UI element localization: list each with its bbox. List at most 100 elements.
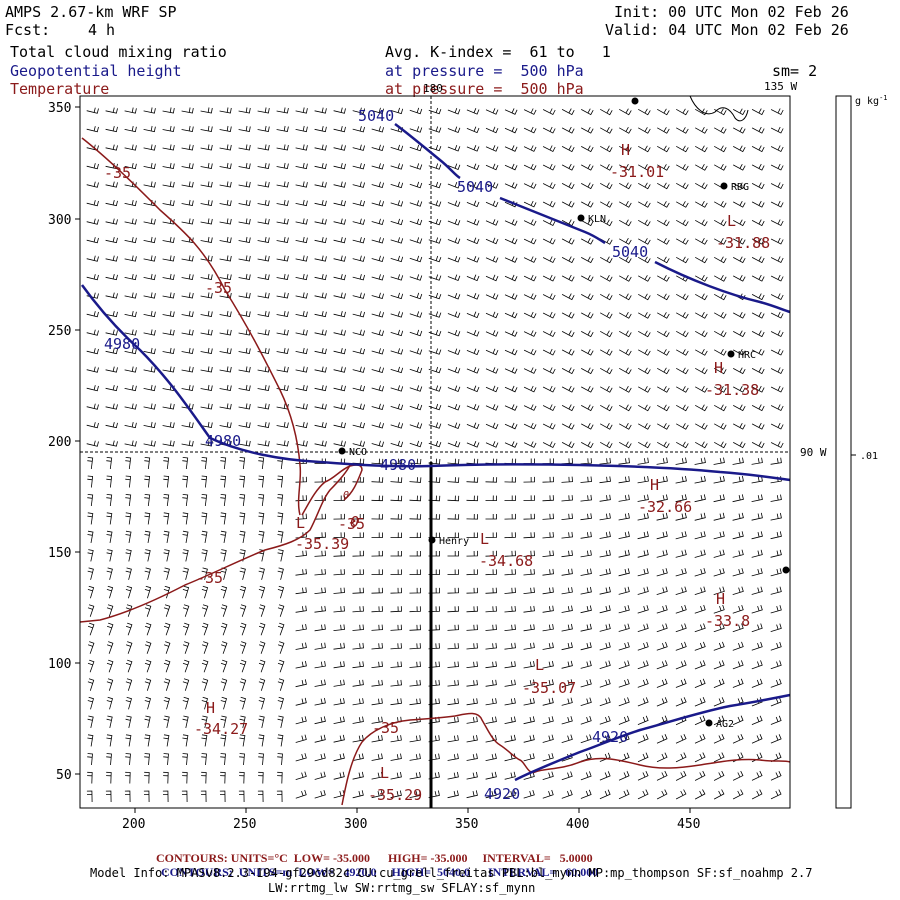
field-cloud-desc: Avg. K-index = 61 to 1 bbox=[385, 43, 611, 61]
wind-barb bbox=[201, 457, 208, 470]
wind-barb bbox=[447, 514, 460, 520]
wind-barb bbox=[333, 237, 346, 244]
wind-barb bbox=[657, 312, 670, 319]
wind-barb bbox=[105, 348, 118, 355]
wind-barb bbox=[87, 622, 95, 636]
wind-barb bbox=[238, 440, 251, 447]
wind-barb bbox=[333, 771, 345, 780]
wind-barb bbox=[542, 789, 554, 799]
wind-barb bbox=[638, 182, 651, 190]
wind-barb bbox=[295, 716, 307, 725]
wind-barb bbox=[694, 512, 706, 521]
wind-barb bbox=[295, 310, 308, 318]
wind-barb bbox=[770, 200, 784, 208]
field-temperature-desc: at pressure = 500 hPa bbox=[385, 80, 584, 98]
wind-barb bbox=[657, 275, 670, 282]
wind-barb bbox=[239, 622, 247, 636]
wind-barb bbox=[751, 715, 763, 725]
wind-barb bbox=[409, 772, 421, 780]
wind-barb bbox=[295, 347, 308, 355]
wind-barb bbox=[694, 494, 706, 503]
wind-barb bbox=[257, 403, 270, 410]
wind-barb bbox=[485, 385, 499, 393]
wind-barb bbox=[144, 678, 152, 691]
wind-barb bbox=[485, 532, 497, 538]
wind-barb bbox=[352, 587, 364, 594]
wind-barb bbox=[504, 679, 516, 687]
wind-barb bbox=[87, 585, 95, 599]
wind-barb bbox=[770, 660, 782, 670]
wind-barb bbox=[314, 403, 327, 410]
wind-barb bbox=[87, 771, 93, 784]
wind-barb bbox=[447, 126, 461, 134]
wind-barb bbox=[277, 734, 284, 747]
wind-barb bbox=[390, 679, 402, 687]
wind-barb bbox=[561, 274, 575, 282]
wind-barb bbox=[657, 367, 670, 375]
wind-barb bbox=[390, 311, 404, 318]
y-tick-label: 50 bbox=[56, 768, 72, 783]
wind-barb bbox=[733, 367, 746, 375]
wind-barb bbox=[314, 255, 327, 262]
wind-barb bbox=[238, 273, 251, 280]
wind-barb bbox=[466, 771, 478, 780]
wind-barb bbox=[637, 512, 649, 521]
station-kln: KLN bbox=[577, 214, 606, 225]
wind-barb bbox=[637, 641, 649, 651]
wind-barb bbox=[447, 329, 461, 337]
wind-barb bbox=[676, 330, 689, 338]
wind-barb bbox=[638, 127, 651, 134]
wind-barb bbox=[485, 348, 499, 356]
wind-barb bbox=[447, 458, 460, 465]
wind-barb bbox=[657, 182, 670, 190]
wind-barb bbox=[695, 423, 708, 430]
wind-barb bbox=[200, 107, 213, 114]
forecast-label: Fcst: bbox=[5, 21, 51, 39]
wind-barb bbox=[676, 164, 689, 171]
wind-barb bbox=[220, 512, 227, 525]
wind-barb bbox=[504, 753, 516, 762]
wind-barb bbox=[485, 477, 498, 483]
wind-barb bbox=[580, 494, 592, 502]
wind-barb bbox=[390, 218, 404, 226]
wind-barb bbox=[504, 569, 516, 576]
wind-barb bbox=[238, 790, 245, 803]
wind-barb bbox=[87, 715, 94, 728]
coastline-fragment bbox=[689, 95, 749, 122]
wind-barb bbox=[657, 127, 670, 134]
wind-barb bbox=[695, 256, 708, 264]
wind-barb bbox=[314, 679, 326, 687]
wind-barb bbox=[220, 734, 227, 747]
wind-barb bbox=[295, 144, 308, 151]
wind-barb bbox=[86, 403, 99, 410]
wind-barb bbox=[581, 238, 594, 245]
wind-barb bbox=[637, 623, 649, 632]
wind-barb bbox=[390, 107, 404, 115]
x-tick-label: 300 bbox=[344, 817, 367, 830]
model-info: Model Info: MPASv8.2.3-194-gf29cd82c CU:… bbox=[90, 866, 813, 880]
wind-barb bbox=[219, 347, 232, 354]
center-value: -35.39 bbox=[295, 535, 349, 553]
wind-barb bbox=[352, 771, 364, 780]
center-value: -35.07 bbox=[522, 679, 576, 697]
wind-barb bbox=[125, 585, 133, 599]
wind-barb bbox=[295, 162, 308, 170]
height-5040-east bbox=[654, 260, 791, 314]
wind-barb bbox=[694, 549, 706, 558]
wind-barb bbox=[523, 256, 537, 263]
wind-barb bbox=[523, 495, 535, 501]
wind-barb bbox=[314, 771, 326, 780]
wind-barb bbox=[428, 311, 442, 318]
wind-barb bbox=[447, 200, 461, 208]
wind-barb bbox=[751, 145, 765, 153]
wind-barb bbox=[409, 366, 423, 374]
height-label: 4980 bbox=[104, 335, 140, 353]
wind-barb bbox=[600, 145, 613, 153]
wind-barb bbox=[504, 182, 518, 189]
wind-barb bbox=[295, 660, 307, 669]
wind-barb bbox=[485, 182, 499, 189]
wind-barb bbox=[295, 697, 307, 706]
wind-barb bbox=[106, 696, 113, 710]
wind-barb bbox=[200, 125, 213, 132]
wind-barb bbox=[581, 404, 594, 412]
